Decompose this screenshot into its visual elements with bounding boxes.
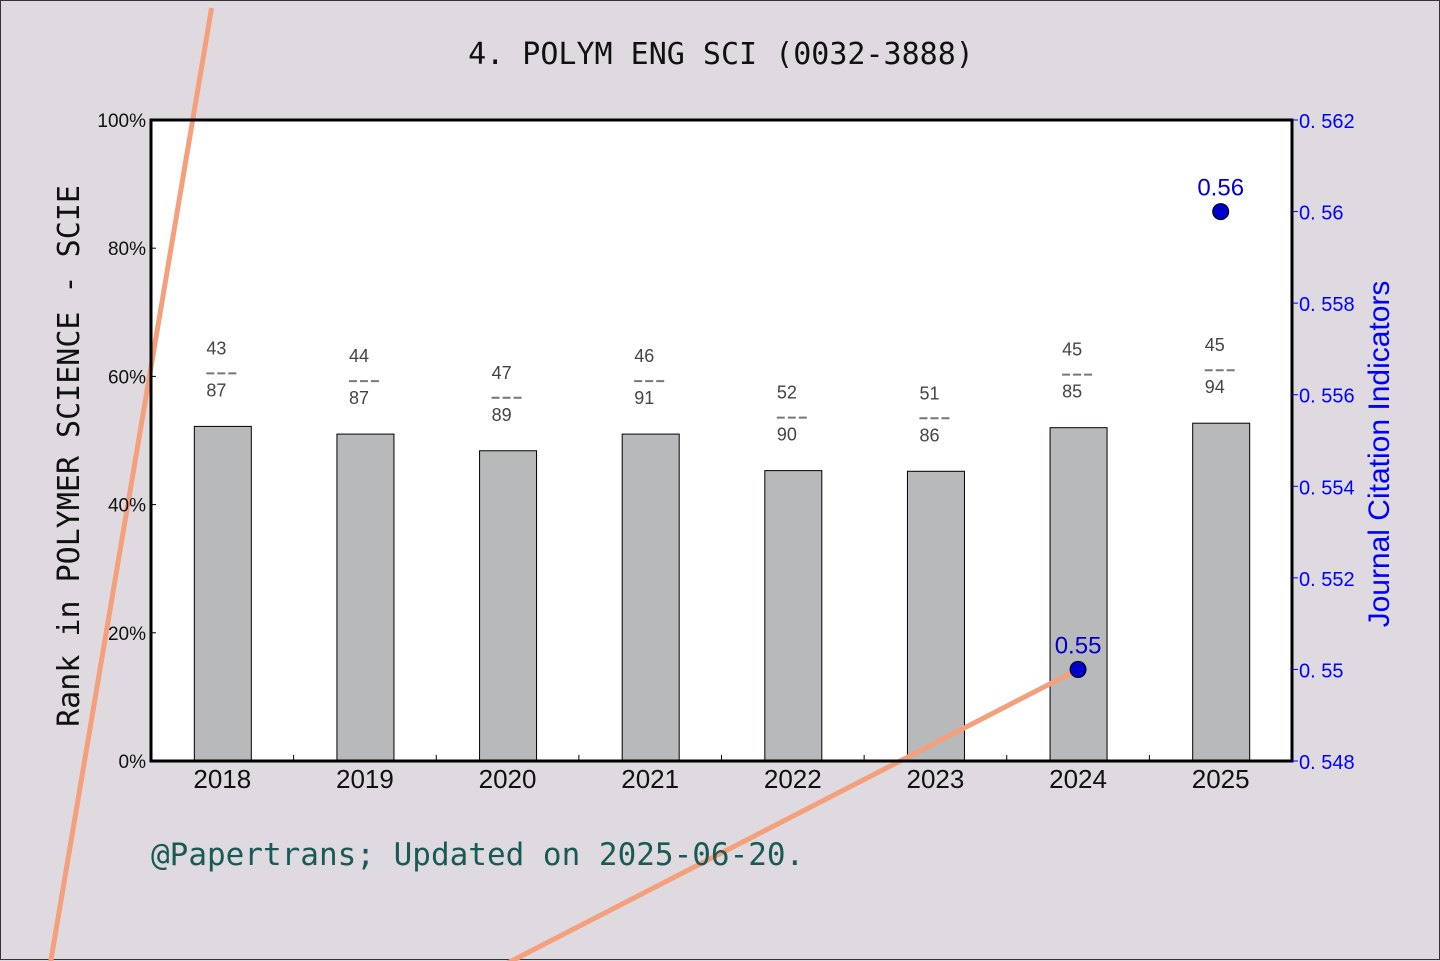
jci-point <box>1069 660 1087 678</box>
jci-point-label: 0.56 <box>1197 175 1244 202</box>
y-tick-label: 100% <box>97 111 146 132</box>
bar <box>621 433 680 762</box>
plot-area <box>151 120 1292 761</box>
y-tick-label: 20% <box>108 624 146 645</box>
bar-label-total: 94 <box>1205 377 1225 397</box>
y2-tick-label: 0. 56 <box>1299 203 1343 225</box>
bar-label-total: 90 <box>777 425 797 445</box>
bar-label-total: 89 <box>492 405 512 425</box>
bar-label-rank: 46 <box>634 346 654 366</box>
x-tick-label: 2025 <box>1192 764 1250 794</box>
y2-tick-label: 0. 548 <box>1299 752 1355 774</box>
y-tick-label: 40% <box>108 496 146 517</box>
y-axis-title: Rank in POLYMER SCIENCE - SCIE <box>52 185 87 727</box>
footer-note: @Papertrans; Updated on 2025-06-20. <box>151 837 805 873</box>
jci-line <box>48 7 1080 961</box>
bar <box>336 433 395 762</box>
y2-axis-title: Journal Citation Indicators <box>1363 281 1396 628</box>
x-tick-label: 2019 <box>336 764 394 794</box>
y2-tick-label: 0. 556 <box>1299 386 1355 408</box>
x-tick-label: 2022 <box>764 764 822 794</box>
x-tick-label: 2024 <box>1049 764 1107 794</box>
y2-tick-label: 0. 552 <box>1299 569 1355 591</box>
x-tick-label: 2020 <box>479 764 537 794</box>
y2-tick-label: 0. 562 <box>1299 111 1355 133</box>
bar-label-total: 86 <box>919 425 939 445</box>
bar <box>764 470 823 762</box>
bar-label-total: 87 <box>206 380 226 400</box>
y-tick-label: 60% <box>108 367 146 388</box>
y2-tick-label: 0. 554 <box>1299 477 1355 499</box>
bar-label-total: 87 <box>349 388 369 408</box>
bar-label-rank: 51 <box>919 383 939 403</box>
chart-title: 4. POLYM ENG SCI (0032-3888) <box>468 37 974 72</box>
bar-label-rank: 45 <box>1062 340 1082 360</box>
y-tick-label: 80% <box>108 239 146 260</box>
y2-tick-label: 0. 55 <box>1299 660 1343 682</box>
x-tick-label: 2021 <box>621 764 679 794</box>
y-tick-label: 0% <box>119 752 147 773</box>
bar-label-rank: 52 <box>777 383 797 403</box>
bar-label-rank: 45 <box>1205 335 1225 355</box>
y2-tick-label: 0. 558 <box>1299 294 1355 316</box>
bar-label-total: 91 <box>634 388 654 408</box>
bar-label-total: 85 <box>1062 382 1082 402</box>
jci-point-label: 0.55 <box>1055 632 1102 659</box>
jci-point <box>1212 203 1230 221</box>
bar <box>193 425 252 762</box>
bar-label-rank: 44 <box>349 346 369 366</box>
bar <box>1192 422 1251 762</box>
bar-label-rank: 47 <box>492 363 512 383</box>
bar <box>906 470 965 762</box>
bar-label-rank: 43 <box>206 338 226 358</box>
x-tick-label: 2023 <box>907 764 965 794</box>
bar <box>479 450 538 762</box>
plot-frame <box>149 118 1294 763</box>
x-tick-label: 2018 <box>193 764 251 794</box>
bar <box>1049 427 1108 762</box>
